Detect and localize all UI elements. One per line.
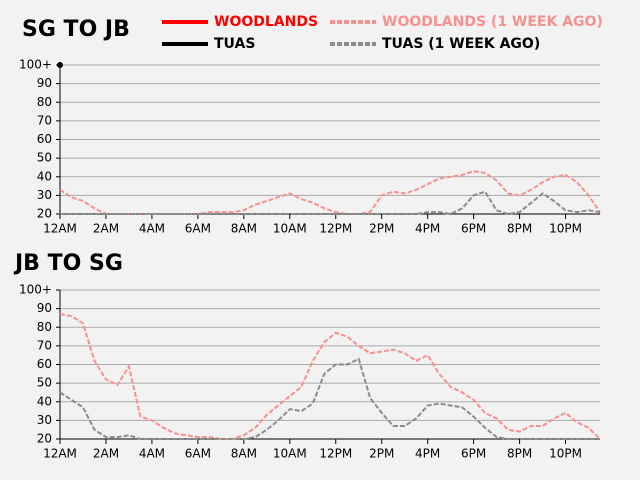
- series-line: [59, 170, 601, 215]
- x-tick-label: 12PM: [319, 447, 352, 461]
- legend-label: TUAS: [214, 36, 255, 52]
- x-tick-label: 10PM: [549, 447, 582, 461]
- x-tick-label: 4AM: [139, 447, 165, 461]
- x-tick-label: 6AM: [185, 222, 211, 236]
- chart-title: JB TO SG: [13, 251, 123, 276]
- y-tick-label: 100+: [19, 283, 52, 297]
- x-tick-label: 10PM: [549, 222, 582, 236]
- series-line: [59, 313, 601, 440]
- x-tick-label: 10AM: [273, 447, 307, 461]
- x-tick-label: 2AM: [93, 447, 119, 461]
- y-tick-label: 40: [37, 169, 52, 183]
- y-tick-label: 90: [37, 76, 52, 90]
- y-tick-label: 70: [37, 113, 52, 127]
- y-tick-label: 100+: [19, 58, 52, 72]
- y-tick-label: 50: [37, 376, 52, 390]
- y-tick-label: 30: [37, 188, 52, 202]
- x-tick-label: 12PM: [319, 222, 352, 236]
- x-tick-label: 8PM: [507, 447, 532, 461]
- y-tick-label: 60: [37, 132, 52, 146]
- y-tick-label: 30: [37, 413, 52, 427]
- x-tick-label: 10AM: [273, 222, 307, 236]
- chart-title: SG TO JB: [22, 17, 130, 42]
- y-tick-label: 20: [37, 432, 52, 446]
- y-tick-label: 20: [37, 207, 52, 221]
- y-tick-label: 90: [37, 301, 52, 315]
- x-tick-label: 4PM: [415, 222, 440, 236]
- x-tick-label: 8PM: [507, 222, 532, 236]
- y-tick-label: 70: [37, 338, 52, 352]
- series-line: [59, 357, 600, 440]
- y-tick-label: 60: [37, 357, 52, 371]
- x-tick-label: 8AM: [231, 222, 257, 236]
- x-tick-label: 4PM: [415, 447, 440, 461]
- x-tick-label: 2AM: [93, 222, 119, 236]
- legend-label: TUAS (1 WEEK AGO): [382, 36, 540, 52]
- x-tick-label: 2PM: [369, 222, 394, 236]
- y-tick-label: 40: [37, 394, 52, 408]
- x-tick-label: 6PM: [461, 447, 486, 461]
- x-tick-label: 12AM: [43, 222, 77, 236]
- series-line: [60, 190, 601, 216]
- y-tick-label: 80: [37, 320, 52, 334]
- y-tick-label: 80: [37, 95, 52, 109]
- x-tick-label: 4AM: [139, 222, 165, 236]
- point: [57, 62, 63, 68]
- x-tick-label: 2PM: [369, 447, 394, 461]
- x-tick-label: 12AM: [43, 447, 77, 461]
- legend-label: WOODLANDS (1 WEEK AGO): [382, 14, 603, 30]
- legend-label: WOODLANDS: [214, 14, 318, 30]
- x-tick-label: 8AM: [231, 447, 257, 461]
- y-tick-label: 50: [37, 151, 52, 165]
- x-tick-label: 6PM: [461, 222, 486, 236]
- x-tick-label: 6AM: [185, 447, 211, 461]
